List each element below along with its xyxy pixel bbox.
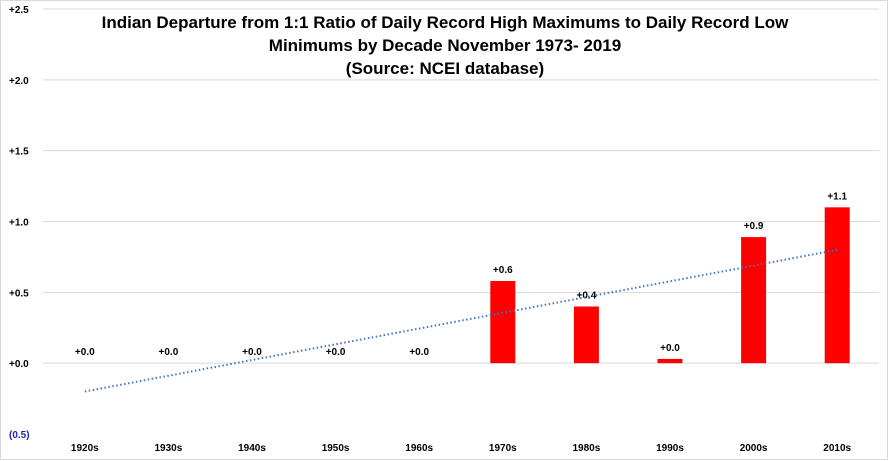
bar-1970s (490, 281, 516, 364)
data-label-2000s: +0.9 (744, 221, 764, 232)
data-label-1940s: +0.0 (242, 347, 262, 358)
data-label-1950s: +0.0 (326, 347, 346, 358)
x-tick-label-1950s: 1950s (322, 443, 350, 454)
x-tick-label-1960s: 1960s (405, 443, 433, 454)
data-label-1960s: +0.0 (409, 347, 429, 358)
y-tick-label: (0.5) (9, 430, 30, 441)
chart-title-line-1: Indian Departure from 1:1 Ratio of Daily… (101, 13, 789, 32)
bar-1980s (573, 306, 599, 364)
y-tick-label: +2.5 (9, 5, 29, 16)
y-tick-label: +1.5 (9, 147, 29, 158)
data-label-1930s: +0.0 (159, 347, 179, 358)
y-tick-label: +0.0 (9, 359, 29, 370)
x-tick-label-1930s: 1930s (154, 443, 182, 454)
x-tick-label-1990s: 1990s (656, 443, 684, 454)
x-tick-label-1920s: 1920s (71, 443, 99, 454)
data-label-1970s: +0.6 (493, 265, 513, 276)
x-tick-label-1970s: 1970s (489, 443, 517, 454)
chart-title-line-3: (Source: NCEI database) (345, 59, 545, 78)
trendline (84, 248, 838, 393)
y-tick-label: +0.5 (9, 288, 29, 299)
y-tick-label: +2.0 (9, 76, 29, 87)
data-label-2010s: +1.1 (827, 191, 847, 202)
y-tick-label: +1.0 (9, 218, 29, 229)
x-tick-label-1940s: 1940s (238, 443, 266, 454)
bar-1990s (657, 358, 683, 364)
data-label-1990s: +0.0 (660, 343, 680, 354)
x-tick-label-2000s: 2000s (740, 443, 768, 454)
chart-title-line-2: Minimums by Decade November 1973- 2019 (268, 36, 622, 55)
bar-2000s (741, 237, 767, 364)
x-tick-label-2010s: 2010s (823, 443, 851, 454)
data-label-1980s: +0.4 (577, 291, 597, 302)
x-tick-label-1980s: 1980s (572, 443, 600, 454)
data-label-1920s: +0.0 (75, 347, 95, 358)
bar-2010s (824, 207, 850, 364)
